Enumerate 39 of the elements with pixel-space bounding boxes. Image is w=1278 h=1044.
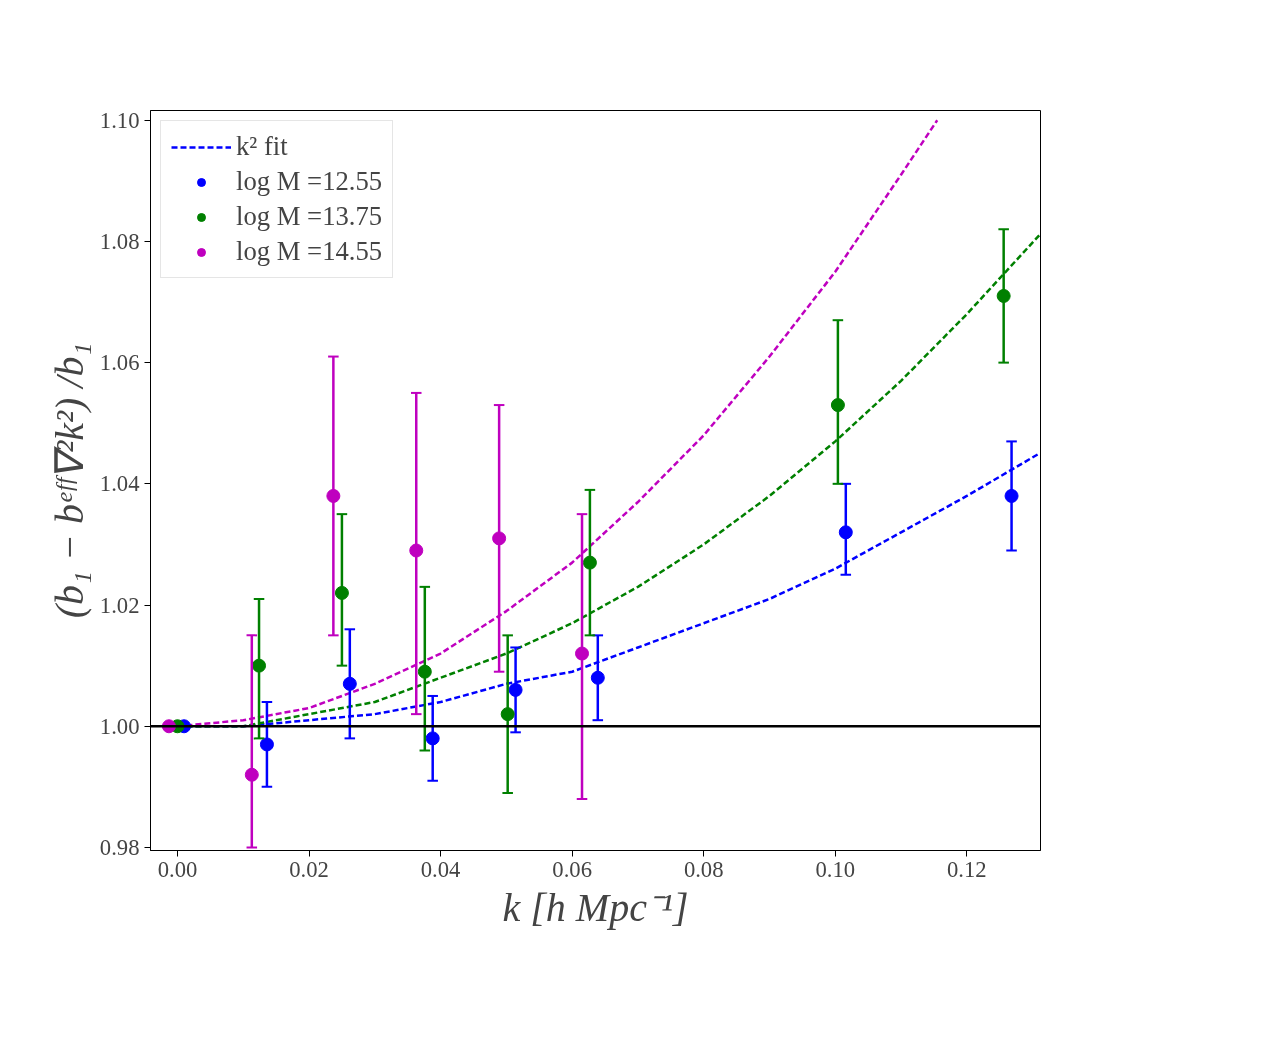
point (252, 658, 267, 673)
point (492, 531, 507, 546)
y-tick-label: 1.04 (99, 471, 140, 497)
x-tick-label: 0.06 (552, 856, 592, 882)
point (830, 398, 845, 413)
point (425, 731, 440, 746)
y-tick-label: 0.98 (99, 834, 140, 860)
point (417, 664, 432, 679)
x-tick-label: 0.02 (289, 856, 329, 882)
point (342, 676, 357, 691)
x-tick-label: 0.04 (420, 856, 461, 882)
point (996, 288, 1011, 303)
point (508, 682, 523, 697)
legend-label: log M =14.55 (236, 236, 383, 267)
point (1004, 488, 1019, 503)
y-tick-label: 1.06 (99, 350, 140, 376)
point (244, 767, 259, 782)
y-tick-label: 1.08 (99, 228, 140, 254)
x-tick-label: 0.12 (947, 856, 987, 882)
y-tick-label: 1.10 (99, 107, 140, 133)
y-tick-label: 1.00 (99, 713, 140, 739)
x-axis-title: k [h Mpc⁻¹] (502, 884, 689, 930)
legend-label: log M =12.55 (236, 166, 383, 197)
y-axis-title: (b₁ − bᵉᶠᶠ∇²k²) /b₁ (46, 342, 92, 619)
point (326, 488, 341, 503)
point (575, 646, 590, 661)
legend-label: log M =13.75 (236, 201, 383, 232)
point (259, 737, 274, 752)
legend-label: k² fit (236, 131, 288, 162)
point (500, 707, 515, 722)
point (409, 543, 424, 558)
y-tick-label: 1.02 (99, 592, 140, 618)
point (334, 585, 349, 600)
x-tick-label: 0.00 (157, 856, 198, 882)
point (838, 525, 853, 540)
x-tick-label: 0.08 (683, 856, 724, 882)
point (582, 555, 597, 570)
point (590, 670, 605, 685)
x-tick-label: 0.10 (815, 856, 856, 882)
